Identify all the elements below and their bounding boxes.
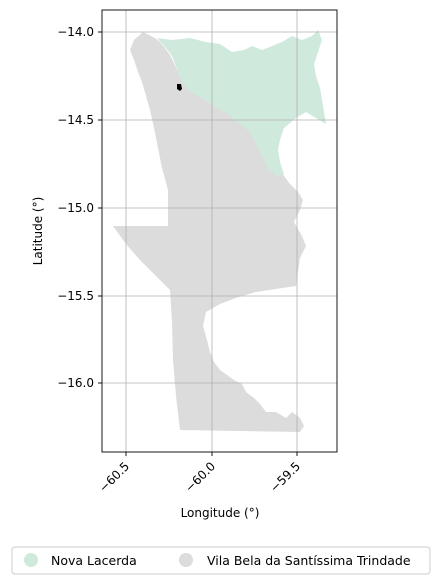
y-tick-labels: −14.0 −14.5 −15.0 −15.5 −16.0 <box>57 25 94 390</box>
map-marker <box>177 84 182 91</box>
legend: Nova Lacerda Vila Bela da Santíssima Tri… <box>11 546 431 575</box>
legend-label-vila-bela: Vila Bela da Santíssima Trindade <box>207 553 411 568</box>
map-regions <box>113 30 326 432</box>
x-tick-label: −60.5 <box>96 459 132 495</box>
y-tick-label: −15.5 <box>57 289 94 303</box>
legend-swatch-vila-bela <box>179 553 193 567</box>
region-vila-bela <box>113 32 306 432</box>
legend-label-nova-lacerda: Nova Lacerda <box>51 553 137 568</box>
legend-frame <box>11 546 431 575</box>
plot-frame <box>101 9 338 453</box>
x-tick-label: −59.5 <box>267 459 303 495</box>
tick-marks <box>98 31 298 456</box>
x-tick-labels: −60.5 −60.0 −59.5 <box>96 459 303 495</box>
y-tick-label: −15.0 <box>57 201 94 215</box>
y-tick-label: −14.0 <box>57 25 94 39</box>
grid <box>102 10 337 452</box>
y-tick-label: −16.0 <box>57 376 94 390</box>
y-axis-label: Latitude (°) <box>31 197 45 266</box>
x-tick-label: −60.0 <box>182 459 218 495</box>
region-nova-lacerda <box>157 30 326 176</box>
legend-swatch-nova-lacerda <box>24 553 38 567</box>
x-axis-label: Longitude (°) <box>181 506 260 520</box>
y-tick-label: −14.5 <box>57 113 94 127</box>
